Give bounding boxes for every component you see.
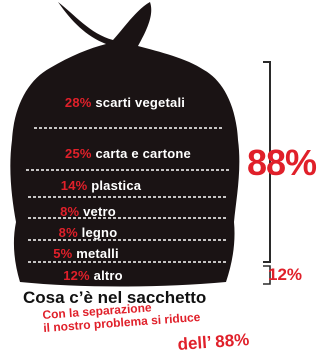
subcaption-highlight: dell’ 88% xyxy=(176,329,250,354)
row-carta-e-cartone: 25% carta e cartone xyxy=(65,146,191,161)
row-name: scarti vegetali xyxy=(95,95,186,110)
row-legno: 8% legno xyxy=(59,225,118,240)
row-percent: 8% xyxy=(60,204,80,219)
garbage-bag xyxy=(10,2,240,287)
row-percent: 25% xyxy=(65,146,92,161)
row-name: metalli xyxy=(76,246,119,261)
row-scarti-vegetali: 28% scarti vegetali xyxy=(65,95,185,110)
total-88-label: 88% xyxy=(247,142,317,183)
row-metalli: 5% metalli xyxy=(53,246,119,261)
row-percent: 5% xyxy=(53,246,73,261)
row-percent: 14% xyxy=(60,178,88,193)
row-name: plastica xyxy=(91,178,142,193)
row-vetro: 8% vetro xyxy=(60,204,116,219)
row-name: altro xyxy=(93,268,123,283)
bag-dividers xyxy=(26,127,230,263)
row-altro: 12% altro xyxy=(63,268,123,283)
row-name: legno xyxy=(81,225,118,240)
row-name: carta e cartone xyxy=(95,146,191,161)
caption: Cosa c’è nel sacchetto xyxy=(23,288,207,307)
row-name: vetro xyxy=(83,204,116,219)
row-plastica: 14% plastica xyxy=(61,178,141,193)
bracket-88 xyxy=(263,61,271,263)
row-percent: 8% xyxy=(58,225,78,240)
bracket-12 xyxy=(263,265,271,285)
total-12-label: 12% xyxy=(268,265,303,284)
row-percent: 12% xyxy=(63,268,90,283)
row-percent: 28% xyxy=(64,95,92,110)
